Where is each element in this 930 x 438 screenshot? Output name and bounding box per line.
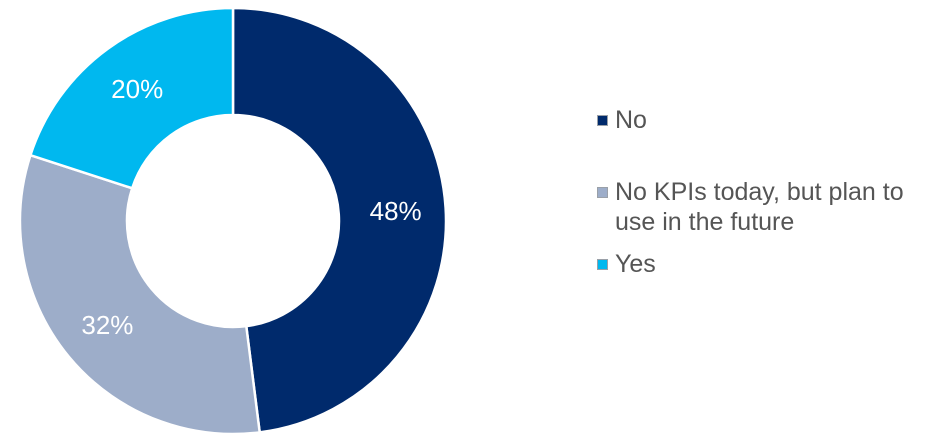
slice-yes [28, 6, 235, 190]
legend-label-yes: Yes [615, 250, 656, 278]
data-label-no-kpis: 32% [81, 310, 133, 340]
legend-label-no: No [615, 106, 647, 134]
legend-swatch-no-kpis [597, 187, 608, 198]
legend-label-no-kpis: No KPIs today, but plan to use in the fu… [615, 178, 904, 236]
data-label-no: 48% [370, 196, 422, 226]
slice-no-kpis [18, 153, 262, 436]
legend-item-no-kpis: No KPIs today, but plan to use in the fu… [597, 177, 927, 237]
slice-no [231, 6, 448, 434]
legend-item-no: No [597, 105, 927, 135]
legend-swatch-no [597, 115, 608, 126]
chart-legend: No No KPIs today, but plan to use in the… [597, 105, 927, 279]
legend-swatch-yes [597, 259, 608, 270]
legend-item-yes: Yes [597, 249, 927, 279]
data-label-yes: 20% [111, 74, 163, 104]
